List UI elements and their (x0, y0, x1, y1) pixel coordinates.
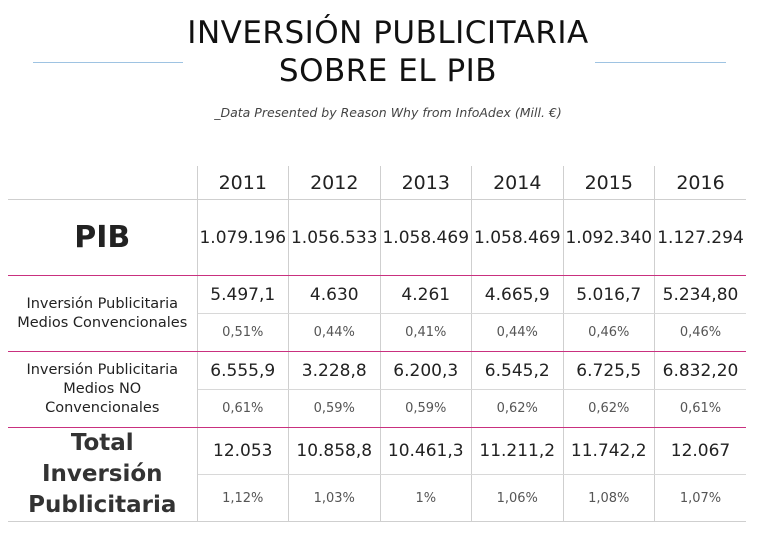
table-cell: 4.665,9 (471, 275, 564, 314)
year-header: 2016 (654, 166, 746, 200)
table-row-convencionales-value: Inversión Publicitaria Medios Convencion… (8, 275, 746, 352)
table-cell-percent: 1,06% (471, 474, 564, 522)
title-line-1: INVERSIÓN PUBLICITARIA (187, 15, 589, 51)
table-cell-percent: 1,08% (563, 474, 655, 522)
table-cell: 6.832,20 (654, 351, 746, 390)
year-header: 2012 (288, 166, 381, 200)
year-header: 2014 (471, 166, 564, 200)
table-cell: 11.742,2 (563, 427, 655, 475)
table-cell: 11.211,2 (471, 427, 564, 475)
table-cell: 12.053 (197, 427, 289, 475)
table-cell: 1.079.196 (197, 199, 289, 276)
row-label: Inversión Publicitaria Medios Convencion… (8, 275, 198, 352)
table-cell: 5.497,1 (197, 275, 289, 314)
table-cell-percent: 1,03% (288, 474, 381, 522)
row-label: PIB (8, 199, 198, 276)
table-cell: 12.067 (654, 427, 746, 475)
year-header-row: 2011 2012 2013 2014 2015 2016 (8, 166, 746, 200)
table-cell: 6.555,9 (197, 351, 289, 390)
row-label-line: Inversión Publicitaria (26, 295, 179, 312)
page-title: INVERSIÓN PUBLICITARIA SOBRE EL PIB (0, 14, 776, 90)
table-row-total-value: Total Inversión Publicitaria 12.053 10.8… (8, 427, 746, 522)
row-label: Total Inversión Publicitaria (8, 427, 198, 522)
table-row-pib: PIB 1.079.196 1.056.533 1.058.469 1.058.… (8, 199, 746, 276)
table-cell: 6.545,2 (471, 351, 564, 390)
table-cell-percent: 0,59% (288, 389, 381, 428)
table-cell-percent: 0,59% (380, 389, 472, 428)
table-cell: 10.858,8 (288, 427, 381, 475)
table-cell: 5.016,7 (563, 275, 655, 314)
table-row-no-convencionales-value: Inversión Publicitaria Medios NO Convenc… (8, 351, 746, 428)
table-cell: 6.725,5 (563, 351, 655, 390)
table-cell: 4.630 (288, 275, 381, 314)
table-cell: 1.092.340 (563, 199, 655, 276)
table-cell-percent: 1,07% (654, 474, 746, 522)
table-row-total-percent: 1,12% 1,03% 1% 1,06% 1,08% 1,07% (8, 474, 746, 522)
row-label-line: Total Inversión (41, 430, 163, 487)
table-cell-percent: 0,61% (197, 389, 289, 428)
table-cell: 4.261 (380, 275, 472, 314)
title-rule-left (33, 62, 183, 63)
header-corner (8, 166, 198, 200)
table-cell: 5.234,80 (654, 275, 746, 314)
row-label-line: Medios NO (63, 381, 142, 397)
table-cell-percent: 0,61% (654, 389, 746, 428)
table-cell: 3.228,8 (288, 351, 381, 390)
row-label-line: Medios Convencionales (17, 314, 188, 331)
table-cell-percent: 1,12% (197, 474, 289, 522)
table-cell-percent: 0,51% (197, 313, 289, 352)
table-cell-percent: 1% (380, 474, 472, 522)
table-cell-percent: 0,44% (288, 313, 381, 352)
table-cell: 1.127.294 (654, 199, 746, 276)
table-cell-percent: 0,41% (380, 313, 472, 352)
title-line-2: SOBRE EL PIB (278, 53, 498, 89)
title-rule-right (595, 62, 726, 63)
table-row-convencionales-percent: 0,51% 0,44% 0,41% 0,44% 0,46% 0,46% (8, 313, 746, 352)
table-cell-percent: 0,62% (471, 389, 564, 428)
table-cell: 1.056.533 (288, 199, 381, 276)
year-header: 2011 (197, 166, 289, 200)
row-label-line: Inversión Publicitaria (26, 362, 179, 378)
table-cell-percent: 0,46% (563, 313, 655, 352)
row-label-line: Publicitaria (28, 492, 177, 518)
year-header: 2015 (563, 166, 655, 200)
table-cell-percent: 0,44% (471, 313, 564, 352)
data-table: 2011 2012 2013 2014 2015 2016 PIB 1.079.… (8, 166, 746, 522)
table-cell: 10.461,3 (380, 427, 472, 475)
row-label: Inversión Publicitaria Medios NO Convenc… (8, 351, 198, 428)
table-cell: 1.058.469 (471, 199, 564, 276)
table-cell: 1.058.469 (380, 199, 472, 276)
table-cell-percent: 0,46% (654, 313, 746, 352)
row-label-line: Convencionales (45, 400, 160, 416)
table-cell: 6.200,3 (380, 351, 472, 390)
year-header: 2013 (380, 166, 472, 200)
table-cell-percent: 0,62% (563, 389, 655, 428)
table-row-no-convencionales-percent: 0,61% 0,59% 0,59% 0,62% 0,62% 0,61% (8, 389, 746, 428)
subtitle: _Data Presented by Reason Why from InfoA… (214, 105, 562, 120)
